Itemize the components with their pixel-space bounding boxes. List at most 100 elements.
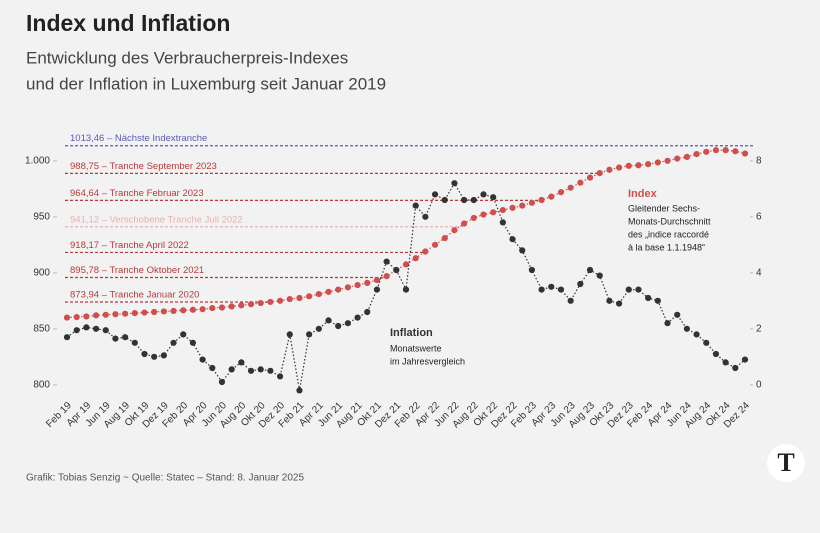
data-point [199,306,206,313]
data-point [276,297,284,304]
data-point [625,286,632,293]
data-point [63,334,71,341]
data-point [344,284,351,291]
data-point [548,283,555,290]
data-point [683,153,690,160]
data-point [451,227,458,234]
y2-tick-label: 4 [756,267,762,278]
data-point [528,199,536,206]
data-point [422,248,429,255]
data-point [741,150,749,157]
data-point [218,304,226,311]
data-point [490,209,497,216]
data-point [122,310,129,317]
data-point [296,294,303,302]
data-point [509,236,516,243]
data-point [412,202,419,209]
data-point [451,180,458,187]
data-point [528,266,536,274]
data-point [286,331,293,338]
data-point [674,311,681,318]
data-point [315,325,322,332]
logo: T [777,448,794,477]
data-point [364,279,371,286]
data-point [373,286,381,293]
data-point [257,299,264,307]
data-point [189,339,197,346]
reference-label: 964,64 – Tranche Februar 2023 [70,188,204,199]
data-point [354,314,361,321]
data-point [402,286,410,293]
data-point [151,308,158,316]
data-point [238,359,245,366]
data-point [73,313,80,321]
data-point [160,352,167,359]
data-point [519,247,526,254]
data-point [567,184,574,191]
data-point [645,294,652,302]
data-point [354,282,361,289]
data-point [102,327,109,334]
data-point [722,359,729,366]
data-point [276,373,284,380]
data-point [180,307,187,314]
reference-label: 918,17 – Tranche April 2022 [70,240,189,251]
data-point [209,364,216,372]
y-tick-label: 1.000 [25,155,50,166]
annotation: im Jahresvergleich [390,356,465,366]
data-point [538,286,545,293]
data-point [606,297,613,304]
data-point [577,280,584,288]
data-point [218,378,226,386]
y-tick-label: 900 [33,267,50,278]
data-point [674,155,681,162]
data-point [83,324,90,331]
data-point [490,194,497,201]
data-point [131,310,138,317]
data-point [122,334,129,341]
data-point [615,300,623,307]
data-point [180,331,187,338]
data-point [422,213,429,220]
data-point [315,290,322,298]
data-point [461,220,468,227]
data-point [73,327,80,334]
data-point [519,202,526,209]
data-point [247,367,255,374]
data-point [247,301,255,308]
data-point [286,296,293,303]
data-point [373,276,381,284]
data-point [441,196,448,204]
series-label: Inflation [390,327,433,339]
data-point [741,356,749,363]
data-point [209,304,216,312]
data-point [635,286,642,293]
data-point [151,353,158,360]
footer: Grafik: Tobias Senzig ~ Quelle: Statec –… [26,473,304,484]
y2-tick-label: 8 [756,155,762,166]
data-point [267,298,274,306]
y-tick-label: 800 [33,379,50,390]
data-point [567,297,574,304]
data-point [645,161,652,168]
data-point [722,147,729,154]
data-point [712,147,720,154]
reference-label: 873,94 – Tranche Januar 2020 [70,290,199,301]
logo-circle [767,444,805,482]
reference-label: 1013,46 – Nächste Indextranche [70,133,207,144]
data-point [102,311,109,318]
data-point [112,335,119,342]
data-point [654,159,661,166]
data-point [596,170,603,177]
subtitle: Entwicklung des Verbraucherpreis-Indexes [26,48,348,67]
data-point [693,331,700,338]
data-point [344,320,351,327]
data-point [112,311,119,318]
data-point [238,302,245,309]
annotation: Monatswerte [390,343,442,353]
data-point [393,266,400,274]
data-point [296,387,303,394]
series-label: Index [628,188,658,200]
data-point [712,350,720,358]
